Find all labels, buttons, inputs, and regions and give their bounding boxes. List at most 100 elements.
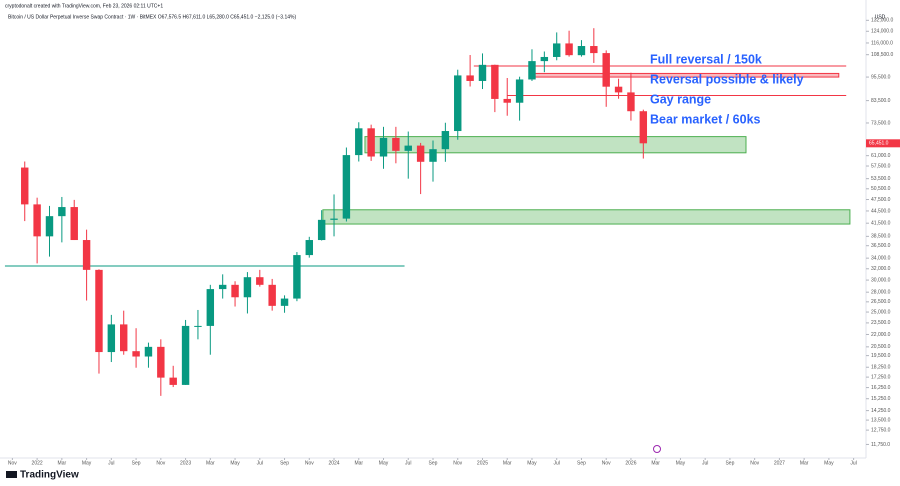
zone bbox=[364, 136, 747, 154]
credit: cryptodonalt created with TradingView.co… bbox=[5, 3, 163, 9]
y-tick-label: 28,000.0 bbox=[871, 290, 891, 296]
y-tick-label: 19,500.0 bbox=[871, 353, 891, 359]
candle-body bbox=[58, 207, 66, 217]
annotation: Reversal possible & likely bbox=[650, 72, 804, 86]
candle-body bbox=[429, 149, 437, 162]
last-price-label: 65,451.0 bbox=[869, 141, 889, 147]
x-tick-label: 2023 bbox=[180, 460, 191, 466]
candle-body bbox=[206, 289, 215, 326]
y-tick-label: 34,000.0 bbox=[871, 255, 891, 261]
candle-body bbox=[565, 43, 573, 56]
y-tick-label: 25,000.0 bbox=[871, 309, 891, 315]
candle-body bbox=[194, 325, 202, 327]
candle-body bbox=[392, 137, 400, 151]
candle-body bbox=[627, 92, 635, 112]
candle-body bbox=[355, 128, 363, 156]
x-tick-label: 2022 bbox=[32, 460, 43, 466]
last-price-tag bbox=[866, 139, 900, 148]
logo: TradingView bbox=[6, 470, 79, 481]
y-tick-label: 20,500.0 bbox=[871, 344, 891, 350]
x-tick-label: Sep bbox=[577, 460, 586, 466]
y-tick-label: 53,500.0 bbox=[871, 176, 891, 182]
candle-body bbox=[33, 204, 41, 237]
logo-mark bbox=[6, 471, 17, 478]
candle-body bbox=[553, 43, 561, 57]
y-tick-label: 23,500.0 bbox=[871, 320, 891, 326]
candle-body bbox=[243, 277, 252, 298]
x-tick-label: Sep bbox=[280, 460, 289, 466]
candle-body bbox=[120, 324, 128, 352]
x-tick-label: Sep bbox=[429, 460, 438, 466]
candle-body bbox=[305, 240, 313, 256]
candle-body bbox=[132, 351, 140, 357]
candle-body bbox=[45, 216, 54, 237]
x-tick-label: 2027 bbox=[774, 460, 785, 466]
y-tick-label: 95,500.0 bbox=[871, 74, 891, 80]
y-tick-label: 17,250.0 bbox=[871, 374, 891, 380]
x-tick-label: Nov bbox=[305, 460, 314, 466]
y-tick-label: 38,500.0 bbox=[871, 234, 891, 240]
annotation: Full reversal / 150k bbox=[650, 52, 762, 66]
y-tick-label: 36,500.0 bbox=[871, 243, 891, 249]
x-tick-label: Jul bbox=[257, 460, 263, 466]
annotation: Gay range bbox=[650, 92, 711, 106]
x-tick-label: Jul bbox=[702, 460, 708, 466]
y-tick-label: 57,500.0 bbox=[871, 163, 891, 169]
chart-title: Bitcoin / US Dollar Perpetual Inverse Sw… bbox=[8, 14, 296, 20]
candle-body bbox=[70, 207, 78, 241]
x-tick-label: Sep bbox=[132, 460, 141, 466]
y-tick-label: 16,250.0 bbox=[871, 385, 891, 391]
y-tick-label: 13,500.0 bbox=[871, 417, 891, 423]
candle-body bbox=[590, 46, 598, 54]
x-tick-label: Sep bbox=[725, 460, 734, 466]
x-tick-label: 2026 bbox=[625, 460, 636, 466]
candle-body bbox=[540, 56, 549, 62]
candle-body bbox=[503, 98, 511, 103]
candle-body bbox=[256, 277, 264, 285]
candle-body bbox=[454, 75, 462, 132]
candle-body bbox=[441, 131, 450, 150]
candle-body bbox=[231, 284, 239, 298]
y-tick-label: 73,500.0 bbox=[871, 120, 891, 126]
candle-body bbox=[268, 284, 276, 306]
candle-body bbox=[107, 324, 116, 353]
y-tick-label: 44,500.0 bbox=[871, 208, 891, 214]
candle-body bbox=[82, 240, 91, 270]
x-tick-label: Jul bbox=[108, 460, 114, 466]
y-tick-label: 26,500.0 bbox=[871, 299, 891, 305]
annotation: Bear market / 60ks bbox=[650, 112, 761, 126]
y-tick-label: 83,500.0 bbox=[871, 98, 891, 104]
y-tick-label: 22,000.0 bbox=[871, 332, 891, 338]
candle-body bbox=[478, 64, 487, 81]
x-tick-label: Mar bbox=[206, 460, 215, 466]
candle-body bbox=[639, 111, 648, 144]
y-tick-label: 108,500.0 bbox=[871, 52, 893, 58]
x-tick-label: Nov bbox=[156, 460, 165, 466]
candle-body bbox=[181, 325, 190, 385]
x-tick-label: Nov bbox=[453, 460, 462, 466]
candle-body bbox=[293, 255, 301, 299]
logo-text: TradingView bbox=[20, 470, 79, 481]
x-tick-label: May bbox=[676, 460, 686, 466]
candle-body bbox=[95, 269, 103, 353]
y-tick-label: 15,250.0 bbox=[871, 396, 891, 402]
currency: USD bbox=[875, 14, 886, 20]
y-tick-label: 124,000.0 bbox=[871, 29, 893, 35]
x-tick-label: May bbox=[230, 460, 240, 466]
candle-body bbox=[317, 219, 326, 241]
y-tick-label: 12,750.0 bbox=[871, 427, 891, 433]
candle-body bbox=[404, 145, 412, 151]
x-tick-label: May bbox=[379, 460, 389, 466]
y-tick-label: 11,750.0 bbox=[871, 442, 890, 448]
y-tick-label: 47,500.0 bbox=[871, 197, 891, 203]
y-tick-label: 30,000.0 bbox=[871, 277, 891, 283]
candle-body bbox=[379, 137, 388, 157]
y-tick-label: 41,500.0 bbox=[871, 221, 891, 227]
candle-body bbox=[491, 64, 499, 99]
x-tick-label: Jul bbox=[850, 460, 856, 466]
x-tick-label: Mar bbox=[800, 460, 809, 466]
x-tick-label: Jul bbox=[405, 460, 411, 466]
candle-body bbox=[367, 128, 375, 157]
